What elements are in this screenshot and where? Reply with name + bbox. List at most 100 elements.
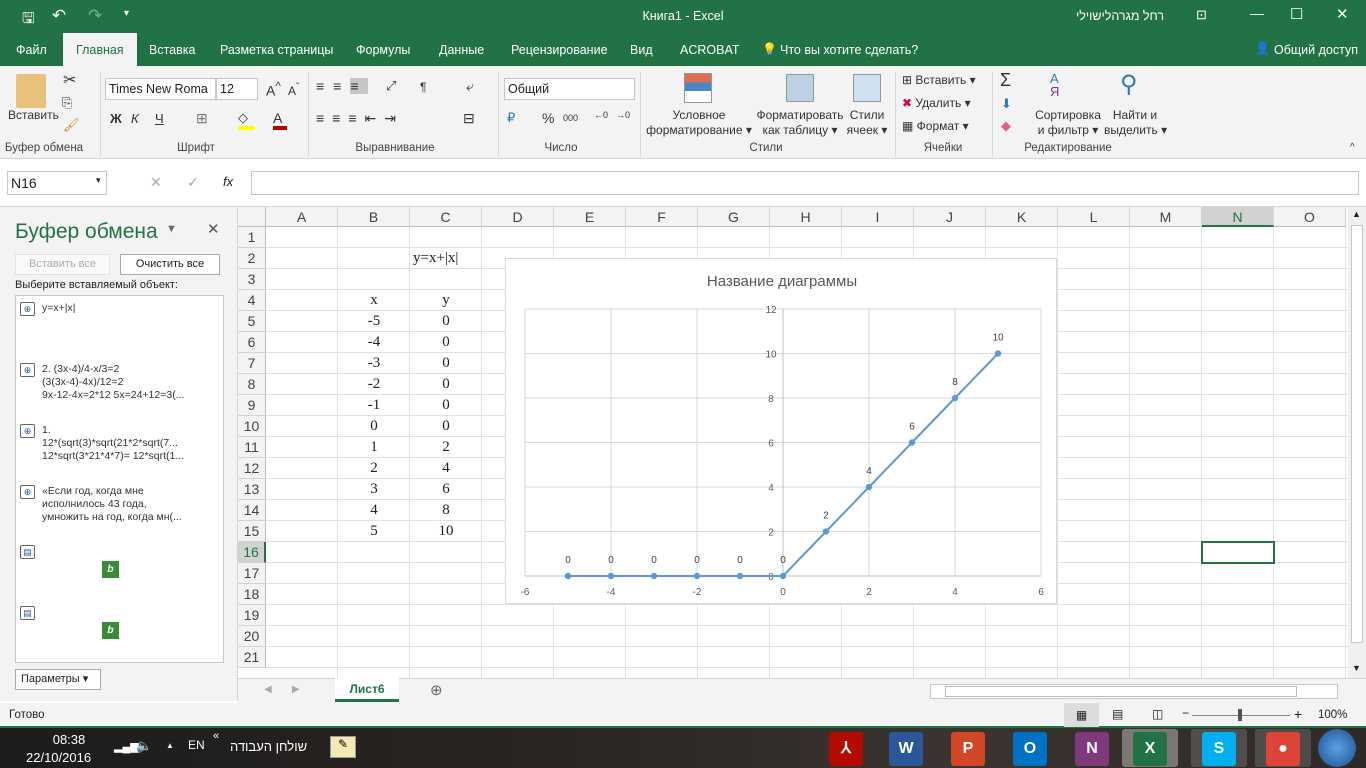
page-layout-view-icon[interactable]: ▤: [1112, 707, 1124, 721]
cell-x-value[interactable]: 3: [370, 481, 378, 497]
currency-icon[interactable]: ₽: [507, 110, 516, 125]
user-name[interactable]: רחל מגרהלישוילי: [1076, 9, 1165, 23]
share-button[interactable]: Общий доступ: [1274, 43, 1358, 57]
orientation-icon[interactable]: ⤢: [386, 78, 397, 93]
row-header-5[interactable]: 5: [238, 311, 266, 332]
borders-icon[interactable]: ⊞: [196, 110, 208, 126]
chart[interactable]: -6 -4 -2 0 2 4 6 0 2 4 6 8 10 12 0 0 0 0 0 0 2 4 6 8 10 Название …: [505, 258, 1057, 604]
row-header-9[interactable]: 9: [238, 395, 266, 416]
scroll-up-icon[interactable]: ▲: [1352, 209, 1361, 219]
copy-icon[interactable]: ⎘: [62, 95, 73, 110]
tab-home[interactable]: Главная: [63, 33, 137, 66]
cell-x-value[interactable]: 4: [370, 502, 378, 518]
cell-x-value[interactable]: -3: [367, 355, 381, 371]
prev-sheet-icon[interactable]: ◀: [264, 684, 272, 695]
clock-time[interactable]: 08:38: [52, 732, 86, 747]
name-box-dropdown-icon[interactable]: ▾: [96, 175, 101, 185]
active-cell-selection[interactable]: [1201, 541, 1275, 564]
scroll-thumb[interactable]: [1351, 225, 1363, 643]
customize-qat-icon[interactable]: ▾: [124, 8, 130, 19]
percent-button[interactable]: %: [542, 110, 555, 126]
cell-x-value[interactable]: -2: [367, 376, 381, 392]
cancel-icon[interactable]: ✕: [150, 174, 162, 190]
column-header-A[interactable]: A: [266, 207, 338, 227]
options-button[interactable]: Параметры ▾: [15, 669, 101, 690]
close-pane-icon[interactable]: ✕: [207, 221, 220, 238]
taskbar-app-onenote[interactable]: N: [1069, 729, 1115, 767]
decrease-decimal-icon[interactable]: →0: [616, 110, 631, 120]
next-sheet-icon[interactable]: ▶: [292, 684, 300, 695]
number-format-select[interactable]: Общий: [504, 78, 635, 100]
tab-insert[interactable]: Вставка: [149, 43, 196, 57]
conditional-formatting-button[interactable]: Условное форматирование ▾: [646, 108, 752, 137]
cell-x-value[interactable]: 5: [370, 523, 378, 539]
sort-filter-button[interactable]: Сортировка и фильтр ▾: [1035, 108, 1101, 137]
column-header-J[interactable]: J: [914, 207, 986, 227]
cell-x-value[interactable]: -4: [367, 334, 381, 350]
row-header-21[interactable]: 21: [238, 647, 266, 668]
horizontal-align-icons[interactable]: ≡≡≡⇤⇥: [316, 110, 404, 126]
desktop-toolbar[interactable]: שולחן העבודה: [230, 739, 308, 754]
ribbon-display-icon[interactable]: ⊡: [1196, 7, 1207, 22]
font-name-select[interactable]: Times New Roma: [105, 78, 216, 100]
cell-y-value[interactable]: 6: [442, 481, 450, 497]
row-header-20[interactable]: 20: [238, 626, 266, 647]
cell-styles-icon[interactable]: [853, 74, 881, 102]
taskbar-app-acrobat[interactable]: ⅄: [823, 729, 869, 767]
zoom-out-button[interactable]: −: [1182, 706, 1190, 720]
increase-font-icon[interactable]: A^: [266, 80, 281, 99]
collapse-ribbon-icon[interactable]: ^: [1350, 142, 1355, 153]
enter-icon[interactable]: ✓: [187, 174, 199, 190]
cell-y-value[interactable]: 0: [442, 397, 450, 413]
clear-all-button[interactable]: Очистить все: [120, 254, 220, 275]
undo-icon[interactable]: ↶: [52, 6, 67, 25]
tab-file[interactable]: Файл: [16, 43, 47, 57]
maximize-button[interactable]: ☐: [1290, 6, 1304, 23]
volume-icon[interactable]: 🔈: [136, 738, 153, 753]
start-button[interactable]: [1318, 729, 1356, 767]
clipboard-item-image[interactable]: ▤ b: [20, 606, 220, 646]
column-header-H[interactable]: H: [770, 207, 842, 227]
normal-view-icon[interactable]: ▦: [1064, 703, 1099, 727]
taskbar-app-skype[interactable]: S: [1191, 729, 1247, 767]
fill-icon[interactable]: ⬇: [1001, 96, 1012, 111]
paste-icon[interactable]: [16, 74, 46, 108]
tray-expand-icon[interactable]: ▲: [166, 741, 174, 750]
clipboard-item[interactable]: ⊕ y=x+|x|: [20, 302, 220, 316]
conditional-formatting-icon[interactable]: [684, 73, 712, 103]
wrap-text-icon[interactable]: ⤶: [466, 78, 474, 94]
cell-y-value[interactable]: 8: [442, 502, 450, 518]
tab-acrobat[interactable]: ACROBAT: [680, 43, 740, 57]
column-header-N[interactable]: N: [1202, 207, 1274, 227]
column-header-M[interactable]: M: [1130, 207, 1202, 227]
taskbar-app-word[interactable]: W: [883, 729, 929, 767]
cell-y-value[interactable]: 10: [438, 523, 454, 539]
vertical-align-icons[interactable]: ≡≡≡: [316, 78, 368, 94]
page-break-view-icon[interactable]: ◫: [1152, 707, 1164, 721]
row-header-11[interactable]: 11: [238, 437, 266, 458]
taskbar-app-chrome[interactable]: ●: [1255, 729, 1311, 767]
bold-button[interactable]: Ж: [110, 111, 122, 126]
merge-center-icon[interactable]: ⊟: [463, 110, 475, 126]
format-painter-icon[interactable]: 🖌: [63, 117, 80, 132]
cell-y-value[interactable]: 2: [442, 439, 450, 455]
paste-all-button[interactable]: Вставить все: [15, 254, 110, 275]
row-header-4[interactable]: 4: [238, 290, 266, 311]
row-header-1[interactable]: 1: [238, 227, 266, 248]
add-sheet-icon[interactable]: ⊕: [430, 682, 443, 699]
row-header-6[interactable]: 6: [238, 332, 266, 353]
row-header-17[interactable]: 17: [238, 563, 266, 584]
save-icon[interactable]: 🖫: [22, 10, 35, 27]
row-header-13[interactable]: 13: [238, 479, 266, 500]
close-button[interactable]: ✕: [1336, 6, 1349, 23]
paste-button[interactable]: Вставить: [8, 108, 59, 122]
select-all-button[interactable]: [238, 207, 266, 227]
insert-cells-button[interactable]: ⊞ Вставить ▾: [902, 73, 976, 87]
delete-cells-button[interactable]: ✖ Удалить ▾: [902, 96, 971, 110]
taskbar-app-powerpoint[interactable]: P: [945, 729, 991, 767]
cell-y-value[interactable]: 0: [442, 334, 450, 350]
taskbar-app-outlook[interactable]: O: [1007, 729, 1053, 767]
chart-title[interactable]: Название диаграммы: [707, 273, 857, 290]
handwriting-icon[interactable]: ✎: [330, 736, 356, 758]
tab-view[interactable]: Вид: [630, 43, 653, 57]
